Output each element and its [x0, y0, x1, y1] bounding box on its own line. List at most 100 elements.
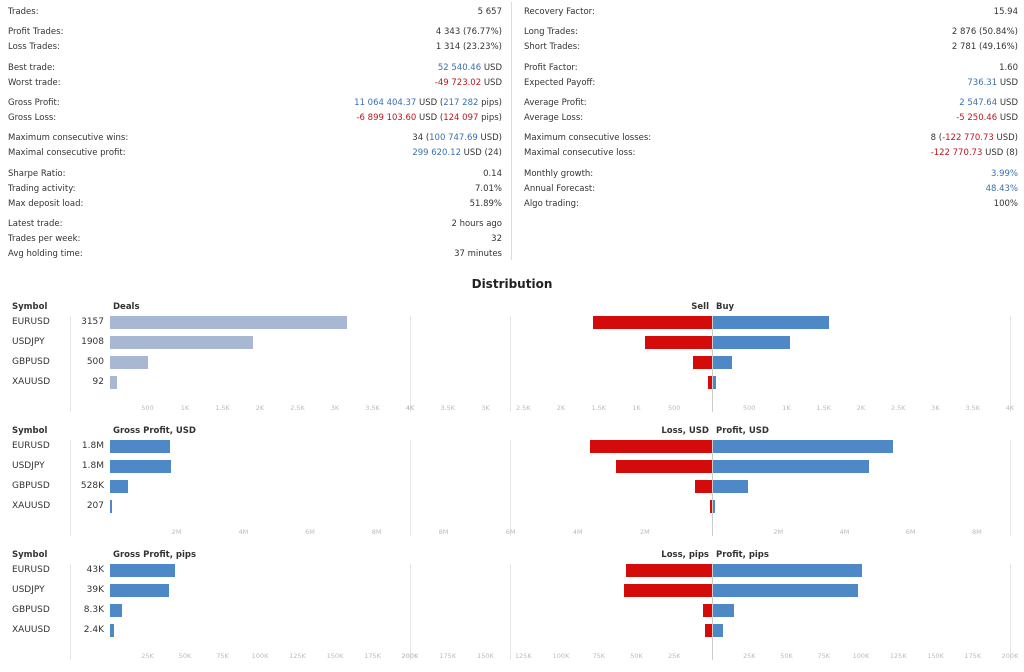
stat-value-number: -6 899 103.60 — [356, 113, 417, 123]
pos-tick-label: 3.5K — [965, 404, 981, 412]
stat-value: 2 hours ago — [451, 217, 502, 231]
symbol-label: EURUSD — [12, 317, 50, 327]
stat-label: Annual Forecast: — [524, 184, 596, 194]
stat-value-number: 51.89% — [469, 199, 502, 209]
neg-tick-label: 6M — [505, 528, 516, 536]
neg-bar — [644, 336, 712, 349]
stat-value-number-secondary: 124 097 — [443, 113, 479, 123]
left-series-header: Gross Profit, pips — [113, 550, 197, 560]
stat-label: Trades per week: — [8, 234, 81, 244]
center-axis — [712, 440, 713, 536]
stat-label: Best trade: — [8, 63, 56, 73]
stat-row: Profit Trades: 4 343 (76.77%) — [8, 25, 502, 39]
neg-bar — [709, 500, 712, 513]
stat-row: Annual Forecast: 48.43% — [524, 182, 1018, 196]
stat-value-number: 100 747.69 — [429, 133, 478, 143]
pos-bar — [713, 500, 715, 513]
grid-line — [410, 316, 411, 412]
stat-value-number: 0.14 — [483, 169, 502, 179]
stat-value: -6 899 103.60 USD (124 097 pips) — [356, 111, 502, 125]
left-value-label: 2.4K — [83, 625, 104, 635]
center-axis — [712, 316, 713, 412]
stat-value-unit: USD — [997, 113, 1018, 123]
stat-label: Trading activity: — [8, 184, 76, 194]
stat-row: Loss Trades: 1 314 (23.23%) — [8, 40, 502, 54]
stat-value-number: 2 781 (49.16%) — [951, 42, 1018, 52]
stat-value-number: -122 770.73 — [930, 148, 983, 158]
stat-row: Average Profit: 2 547.64 USD — [524, 96, 1018, 110]
stat-label: Worst trade: — [8, 78, 61, 88]
left-bar — [110, 500, 112, 513]
left-tick-label: 3K — [330, 404, 340, 412]
symbol-header: Symbol — [12, 426, 48, 436]
pos-bar — [713, 480, 749, 493]
stats-right-column: Recovery Factor: 15.94 Long Trades: 2 876 (… — [524, 0, 1018, 262]
pos-tick-label: 150K — [927, 652, 944, 660]
distribution-profit-pips-chart: Symbol Gross Profit, pips Loss, pips Profit… — [0, 546, 1024, 670]
stat-value: 736.31 USD — [967, 76, 1018, 90]
pos-series-header: Profit, USD — [716, 426, 769, 436]
left-bar — [110, 564, 175, 577]
stat-value-number: 1 314 (23.23%) — [435, 42, 502, 52]
left-bar — [110, 604, 123, 617]
stat-row: Expected Payoff: 736.31 USD — [524, 76, 1018, 90]
symbol-label: GBPUSD — [12, 605, 50, 615]
stat-value: 7.01% — [475, 182, 502, 196]
neg-bar — [625, 564, 712, 577]
distribution-deals-chart: Symbol Deals Sell Buy EURUSD 3157 USDJPY 1908 GB… — [0, 298, 1024, 422]
grid-line — [410, 564, 411, 660]
pos-tick-label: 200K — [1001, 652, 1019, 660]
left-tick-label: 150K — [326, 652, 344, 660]
left-value-label: 1.8M — [81, 441, 104, 451]
symbol-header: Symbol — [12, 302, 48, 312]
stat-row: Sharpe Ratio: 0.14 — [8, 167, 502, 181]
neg-bar — [616, 460, 712, 473]
stat-value: 8 (-122 770.73 USD) — [931, 131, 1018, 145]
left-value-label: 39K — [86, 585, 104, 595]
neg-tick-label: 3.5K — [440, 404, 456, 412]
stat-row: Gross Loss: -6 899 103.60 USD (124 097 pi… — [8, 111, 502, 125]
pos-tick-label: 75K — [817, 652, 831, 660]
stat-label: Avg holding time: — [8, 249, 83, 259]
neg-tick-label: 100K — [552, 652, 570, 660]
neg-bar — [693, 356, 712, 369]
left-tick-label: 2K — [255, 404, 265, 412]
left-value-label: 1908 — [81, 337, 104, 347]
stat-value-prefix: 8 ( — [930, 133, 943, 143]
stat-value-number: 7.01% — [474, 184, 502, 194]
grid-line — [510, 316, 511, 412]
neg-bar — [705, 624, 712, 637]
grid-line — [70, 564, 71, 660]
distribution-profit-usd-chart: Symbol Gross Profit, USD Loss, USD Profit, … — [0, 422, 1024, 546]
stat-value: 11 064 404.37 USD (217 282 pips) — [354, 96, 502, 110]
stat-value: -5 250.46 USD — [956, 111, 1018, 125]
stat-label: Algo trading: — [524, 199, 579, 209]
stat-label: Average Profit: — [524, 98, 587, 108]
grid-line — [510, 440, 511, 536]
stat-label: Loss Trades: — [8, 42, 60, 52]
distribution-title: Distribution — [471, 277, 553, 291]
stat-label: Profit Trades: — [8, 27, 64, 37]
stat-value-number: -5 250.46 — [956, 113, 998, 123]
stat-value-unit: USD — [481, 63, 502, 73]
pos-tick-label: 2.5K — [890, 404, 906, 412]
symbol-label: USDJPY — [12, 585, 45, 595]
left-tick-label: 200K — [401, 652, 419, 660]
neg-tick-label: 200K — [401, 652, 419, 660]
left-tick-label: 4K — [405, 404, 415, 412]
left-bar — [110, 624, 114, 637]
pos-bar — [713, 440, 894, 453]
symbol-label: XAUUSD — [12, 625, 51, 635]
symbol-label: USDJPY — [12, 337, 45, 347]
neg-tick-label: 125K — [514, 652, 532, 660]
left-tick-label: 75K — [216, 652, 229, 660]
pos-bar — [713, 336, 791, 349]
left-tick-label: 25K — [141, 652, 154, 660]
left-value-label: 8.3K — [83, 605, 104, 615]
stat-row: Monthly growth: 3.99% — [524, 167, 1018, 181]
stat-label: Average Loss: — [524, 113, 584, 123]
stat-value-number: 736.31 — [967, 78, 998, 88]
pos-tick-label: 2K — [856, 404, 866, 412]
stat-value: -49 723.02 USD — [435, 76, 502, 90]
symbol-header: Symbol — [12, 550, 48, 560]
